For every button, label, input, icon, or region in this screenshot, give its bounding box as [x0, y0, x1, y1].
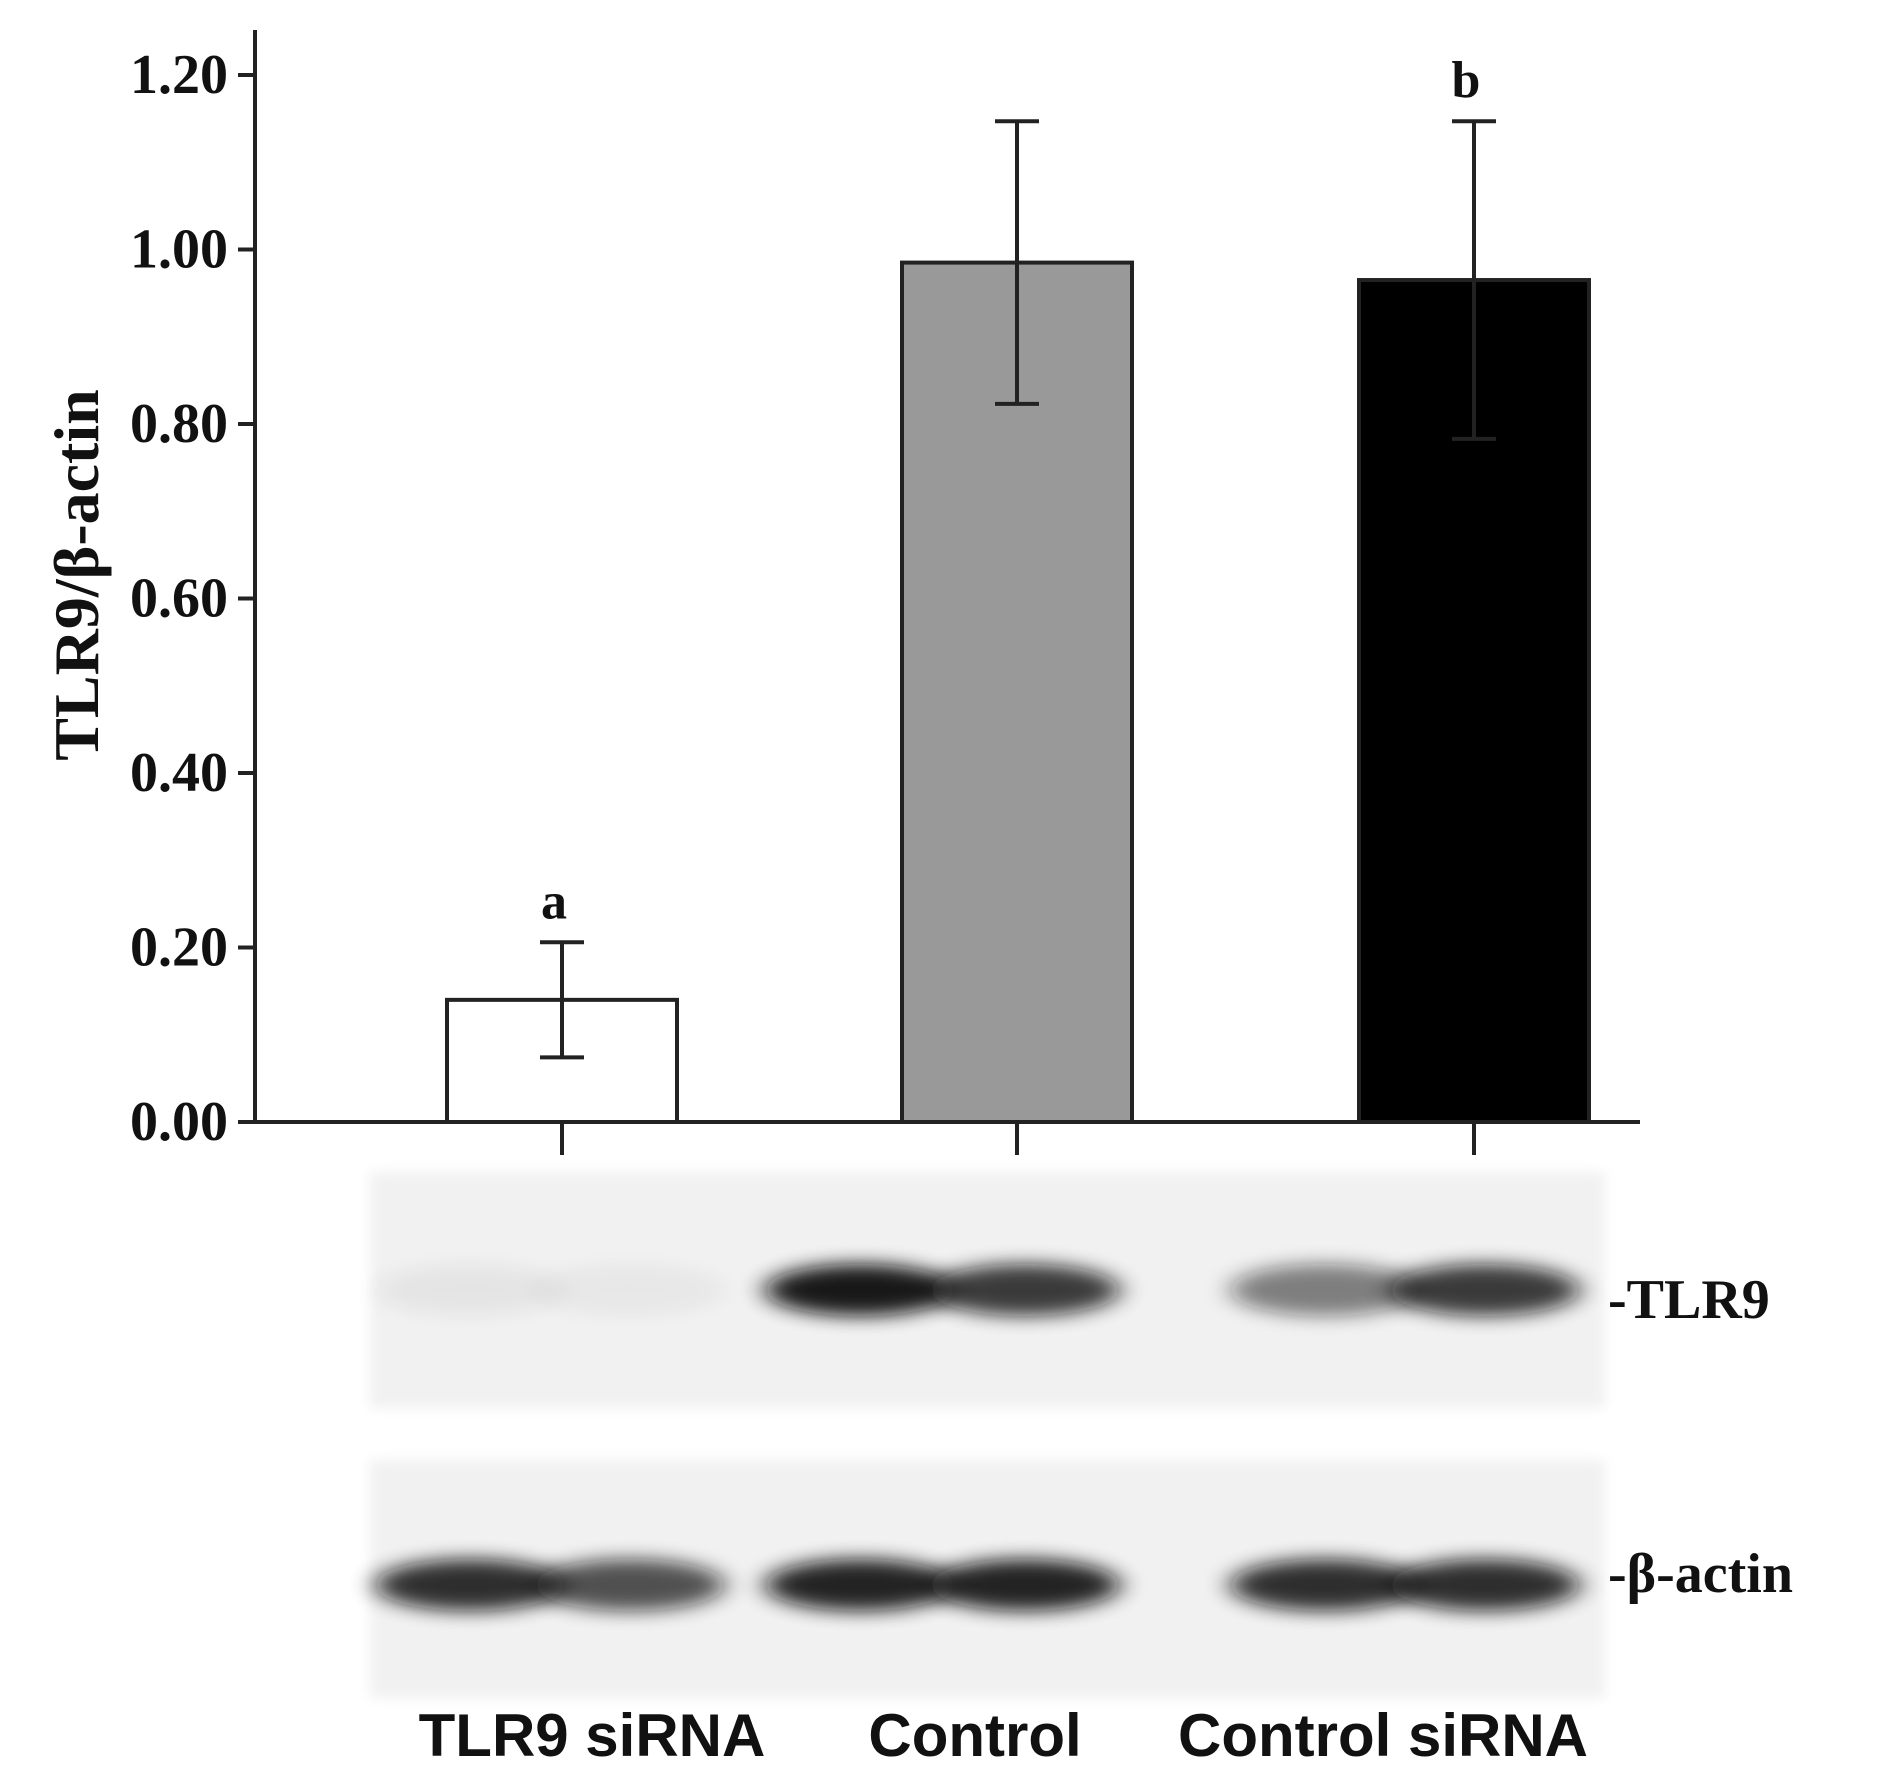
plot-area: 0.000.200.400.600.801.001.20 ab — [130, 30, 1640, 1155]
y-tick-label: 0.00 — [130, 1091, 228, 1153]
y-tick-label: 1.20 — [130, 44, 228, 106]
blot-label-beta-actin: -β-actin — [1608, 1543, 1793, 1605]
y-tick-label: 0.20 — [130, 917, 228, 979]
category-labels: TLR9 siRNA Control Control siRNA — [419, 1702, 1588, 1769]
blot-band — [930, 1559, 1120, 1611]
y-axis-label: TLR9/β-actin — [41, 389, 112, 761]
blot-label-tlr9: -TLR9 — [1608, 1269, 1770, 1331]
western-blot-panels — [370, 1172, 1605, 1698]
y-tick-label: 1.00 — [130, 219, 228, 281]
y-axis-ticks: 0.00 0.20 0.40 0.60 0.80 1.00 1.20 — [130, 44, 255, 1153]
blot-band — [1230, 1559, 1420, 1611]
category-label: TLR9 siRNA — [419, 1702, 766, 1769]
blot-band — [1390, 1559, 1580, 1611]
error-bars — [540, 119, 1496, 1060]
category-label: Control — [868, 1702, 1081, 1769]
blot-band — [765, 1264, 955, 1316]
blot-band — [535, 1264, 725, 1316]
blot-band — [1230, 1264, 1420, 1316]
annotation-letter: a — [541, 873, 567, 930]
y-tick-label: 0.80 — [130, 393, 228, 455]
y-tick-label: 0.40 — [130, 742, 228, 804]
category-label: Control siRNA — [1178, 1702, 1588, 1769]
x-axis-ticks — [560, 1122, 1476, 1155]
blot-band — [375, 1559, 565, 1611]
blot-band — [765, 1559, 955, 1611]
blot-band — [535, 1559, 725, 1611]
blot-band — [375, 1264, 565, 1316]
annotation-letter: b — [1452, 52, 1481, 109]
significance-annotations: ab — [541, 52, 1480, 930]
y-tick-label: 0.60 — [130, 568, 228, 630]
blot-band — [930, 1264, 1120, 1316]
blot-band — [1390, 1264, 1580, 1316]
